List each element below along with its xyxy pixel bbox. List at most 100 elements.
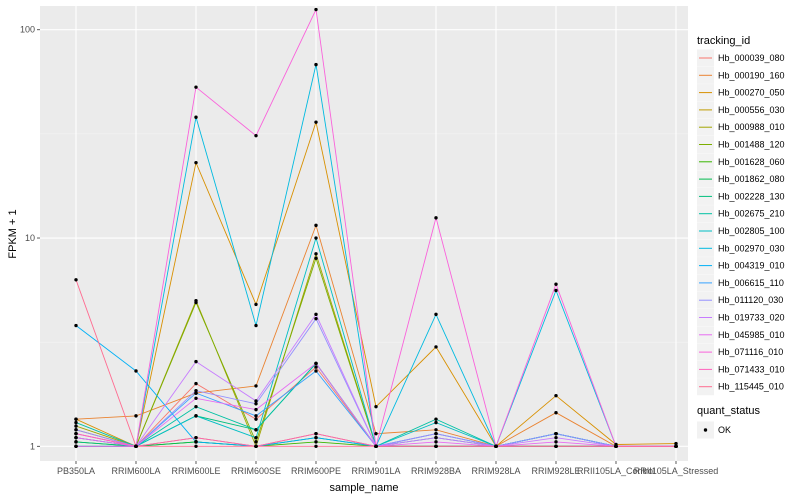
y-tick-label: 10 (25, 233, 35, 243)
data-point (74, 431, 78, 436)
legend-label: Hb_002970_030 (718, 243, 785, 253)
data-point (314, 312, 318, 317)
legend-label: Hb_000556_030 (718, 105, 785, 115)
data-point (434, 444, 438, 448)
data-point (554, 435, 558, 440)
data-point (434, 435, 438, 440)
y-tick-label: 1 (30, 441, 35, 451)
data-point (314, 7, 318, 12)
data-point (434, 440, 438, 444)
data-point (74, 278, 78, 282)
legend-items: Hb_000039_080 Hb_000190_160 Hb_000270_050 H… (697, 49, 785, 396)
data-point (254, 402, 258, 406)
data-point (554, 444, 558, 448)
y-tick-label: 100 (20, 25, 35, 35)
data-point (254, 384, 258, 388)
data-point (74, 323, 78, 328)
data-point (314, 440, 318, 444)
data-point (194, 381, 198, 386)
data-point (314, 369, 318, 373)
data-point (194, 414, 198, 418)
data-point (254, 302, 258, 307)
data-point (194, 115, 198, 119)
data-point (314, 252, 318, 256)
legend-label: Hb_115445_010 (718, 382, 784, 392)
data-point (314, 444, 318, 448)
x-tick-label: RRIM928LA (471, 466, 520, 476)
data-point (74, 440, 78, 444)
legend-label: Hb_001628_060 (718, 157, 785, 167)
legend-label: Hb_000039_080 (718, 53, 785, 63)
data-point (194, 444, 198, 448)
legend-label: Hb_019733_020 (718, 313, 785, 323)
data-point (434, 428, 438, 432)
legend-label: Hb_001488_120 (718, 140, 785, 150)
x-tick-label: RRII105LA_Control (577, 466, 655, 476)
data-point (554, 288, 558, 293)
data-point (74, 428, 78, 432)
x-tick-label: RRIM600LA (111, 466, 160, 476)
data-point (74, 444, 78, 448)
data-point (314, 431, 318, 436)
data-point (374, 431, 378, 436)
shape-legend-key-point (703, 428, 708, 432)
legend-label: Hb_001862_080 (718, 174, 785, 184)
data-point (554, 440, 558, 444)
data-point (194, 359, 198, 364)
data-point (494, 444, 498, 448)
data-point (254, 417, 258, 421)
legend-label: Hb_071433_010 (718, 364, 785, 374)
series-points (74, 7, 678, 448)
data-point (434, 216, 438, 220)
legend-title: tracking_id (697, 35, 750, 47)
data-point (74, 420, 78, 425)
data-point (314, 435, 318, 440)
data-point (74, 424, 78, 428)
data-point (374, 404, 378, 409)
x-tick-label: RRIM600LE (171, 466, 220, 476)
legend-label: Hb_006615_110 (718, 278, 784, 288)
x-tick-label: RRIM600SE (231, 466, 281, 476)
data-point (194, 388, 198, 393)
legend-label: Hb_000270_050 (718, 88, 785, 98)
legend-label: Hb_071116_010 (718, 347, 783, 357)
data-point (314, 62, 318, 67)
data-point (194, 404, 198, 409)
x-axis-title: sample_name (329, 482, 398, 494)
data-point (194, 440, 198, 444)
x-tick-label: RRIM901LA (351, 466, 400, 476)
data-point (554, 393, 558, 398)
shape-legend-label: OK (718, 425, 731, 435)
x-tick-label: PB350LA (57, 466, 95, 476)
data-point (194, 435, 198, 440)
x-tick-label: RRIM928BA (411, 466, 461, 476)
data-point (254, 399, 258, 403)
data-point (314, 120, 318, 124)
data-point (614, 444, 618, 448)
data-point (674, 441, 678, 446)
data-point (254, 428, 258, 432)
data-point (74, 417, 78, 421)
data-point (314, 236, 318, 240)
x-axis: PB350LA RRIM600LA RRIM600LE RRIM600SE RRIM60… (57, 461, 718, 476)
data-point (314, 361, 318, 366)
data-point (434, 420, 438, 425)
data-point (374, 444, 378, 448)
data-point (194, 160, 198, 165)
data-point (254, 133, 258, 138)
legend-label: Hb_011120_030 (718, 295, 783, 305)
data-point (434, 417, 438, 421)
x-tick-label: RRII105LA_Stressed (634, 466, 719, 476)
data-point (314, 365, 318, 369)
shape-legend-items: OK (697, 421, 731, 439)
data-point (194, 85, 198, 89)
data-point (194, 391, 198, 395)
data-point (254, 435, 258, 440)
data-point (254, 444, 258, 448)
legend-label: Hb_002228_130 (718, 191, 785, 201)
data-point (134, 414, 138, 418)
data-point (674, 444, 678, 448)
data-point (434, 431, 438, 436)
data-point (554, 282, 558, 286)
